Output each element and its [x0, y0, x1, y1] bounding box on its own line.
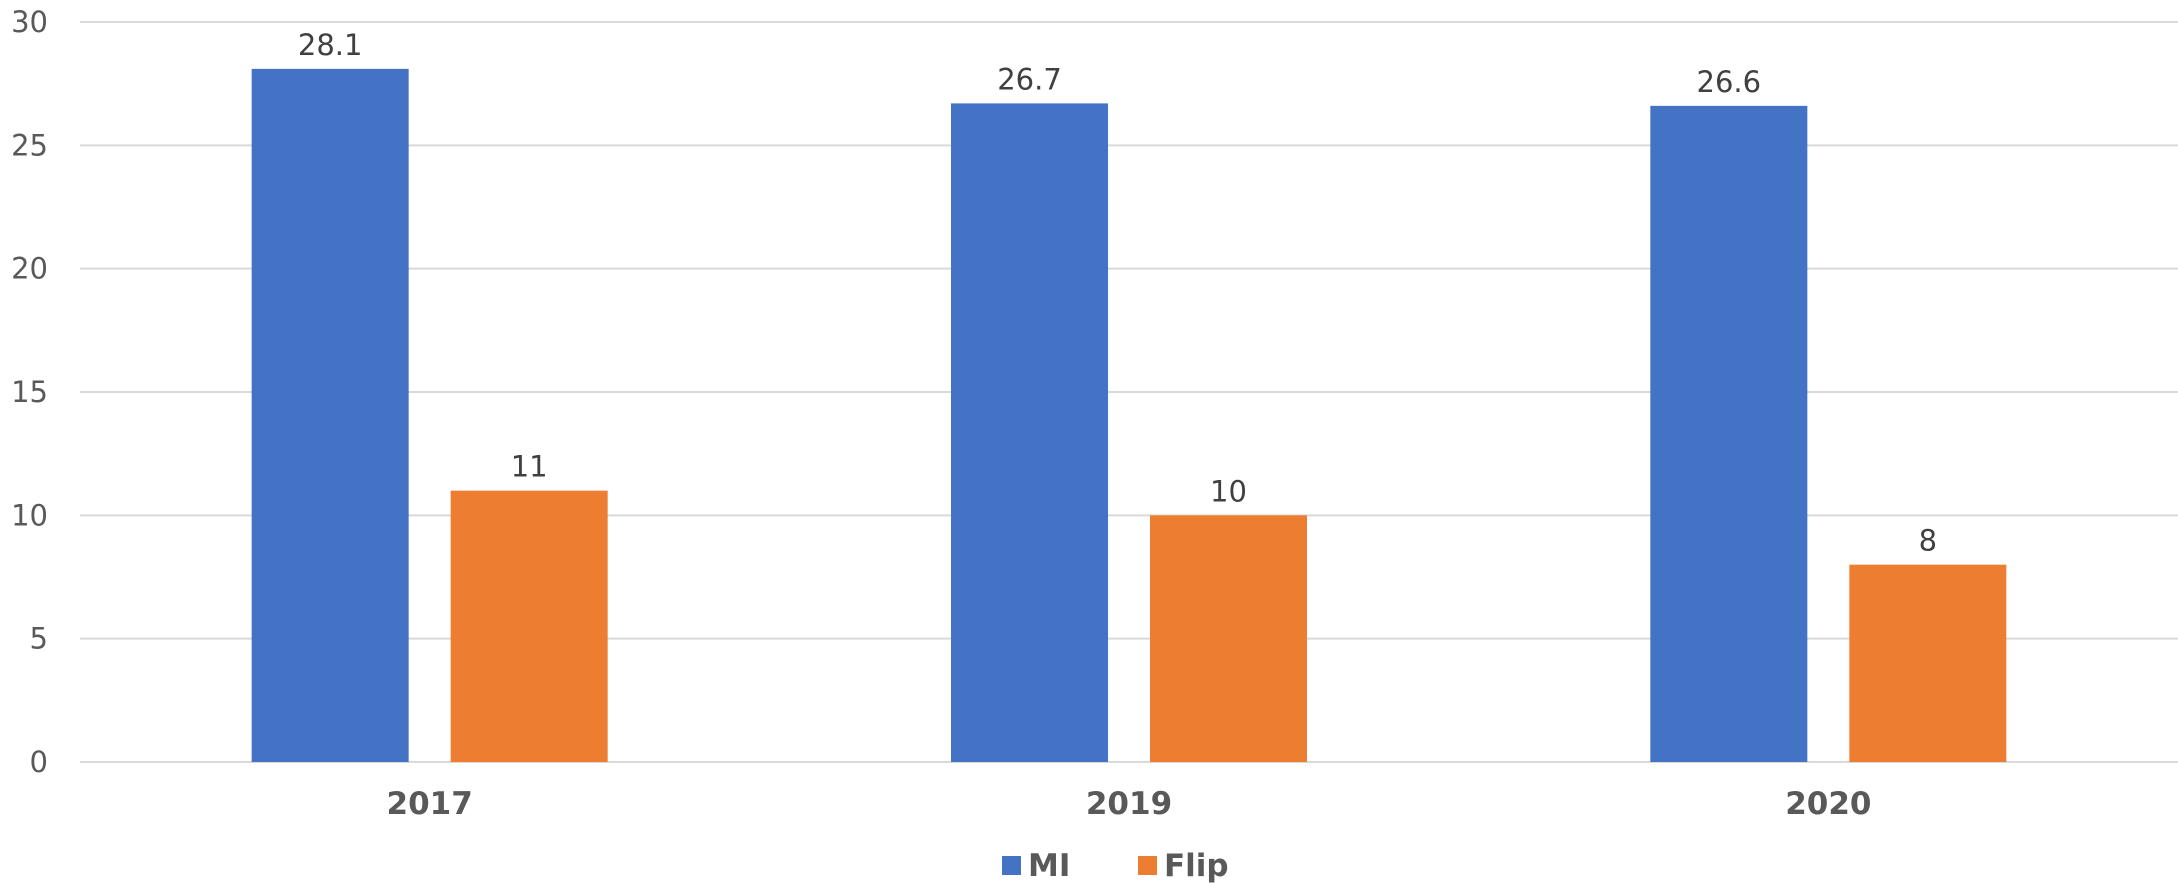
bar-mi-2020	[1650, 105, 1808, 762]
x-category-label: 2017	[387, 786, 473, 822]
bar-flip-2017	[450, 490, 608, 762]
data-label-mi-2019: 26.7	[997, 62, 1062, 96]
gridlines	[80, 21, 2178, 763]
y-tick-label: 20	[11, 252, 48, 286]
legend-swatch-flip	[1138, 856, 1157, 875]
data-label-flip-2020: 8	[1919, 524, 1937, 558]
y-tick-label: 25	[11, 128, 48, 162]
legend-label-mi: MI	[1028, 848, 1070, 883]
legend-swatch-mi	[1002, 856, 1021, 875]
bars	[251, 68, 2007, 762]
y-axis-ticks: 0 5 10 15 20 25 30	[11, 5, 48, 779]
x-axis-categories: 2017 2019 2020	[387, 786, 1872, 822]
legend-label-flip: Flip	[1164, 848, 1229, 883]
data-label-mi-2020: 26.6	[1697, 65, 1762, 99]
x-category-label: 2019	[1086, 786, 1172, 822]
bar-mi-2017	[251, 68, 409, 762]
data-labels: 28.1 11 26.7 10 26.6 8	[298, 28, 1937, 558]
data-label-flip-2017: 11	[511, 450, 548, 484]
y-tick-label: 10	[11, 498, 48, 532]
y-tick-label: 5	[30, 622, 48, 656]
y-tick-label: 30	[11, 5, 48, 39]
y-tick-label: 0	[30, 745, 48, 779]
x-category-label: 2020	[1785, 786, 1871, 822]
data-label-mi-2017: 28.1	[298, 28, 363, 62]
y-tick-label: 15	[11, 375, 48, 409]
bar-flip-2019	[1150, 515, 1307, 762]
data-label-flip-2019: 10	[1210, 474, 1247, 508]
legend: MI Flip	[1002, 848, 1229, 883]
bar-flip-2020	[1849, 564, 2007, 762]
bar-mi-2019	[951, 103, 1108, 762]
